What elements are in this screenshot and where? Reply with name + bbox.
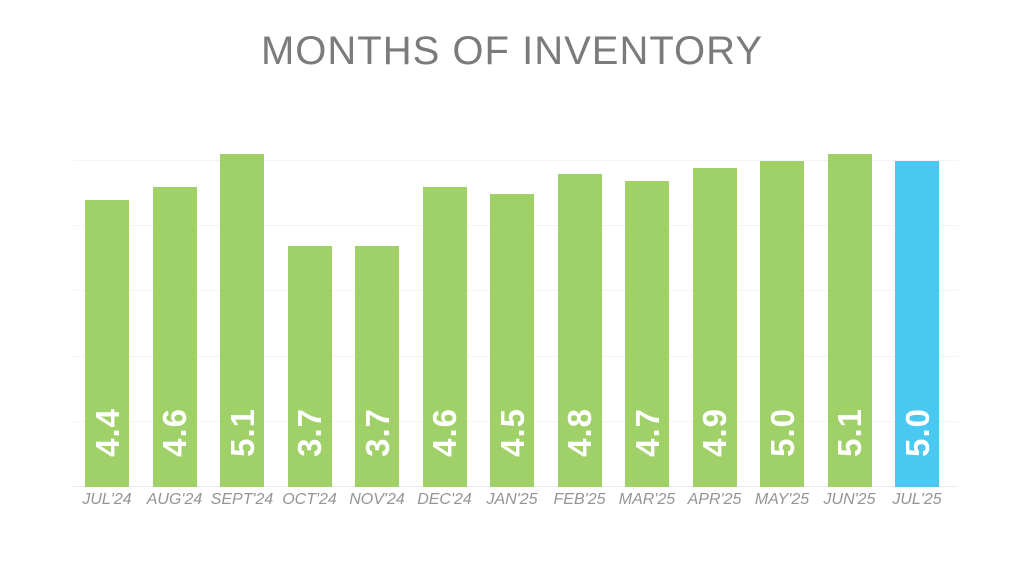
x-axis-label-slot: APR'25 — [688, 491, 742, 509]
bar: 5.1 — [220, 154, 264, 487]
x-axis-label-slot: OCT'24 — [282, 491, 337, 509]
x-axis-label: SEPT'24 — [210, 491, 274, 508]
x-axis-label: DEC'24 — [417, 491, 472, 508]
bar-value-label: 4.4 — [88, 408, 126, 457]
bar: 5.1 — [827, 154, 872, 487]
bar-value-label: 4.6 — [156, 408, 193, 457]
x-axis-label: OCT'24 — [282, 491, 337, 508]
x-axis-label: JUL'25 — [892, 491, 942, 508]
x-axis-label-slot: JAN'25 — [486, 491, 537, 509]
x-axis-label: FEB'25 — [553, 491, 606, 508]
bar: 4.7 — [625, 180, 669, 487]
x-axis-label-slot: FEB'25 — [554, 491, 606, 509]
x-axis-label: JUL'24 — [82, 491, 132, 508]
x-axis-labels: JUL'24 AUG'24 SEPT'24 OCT'24 NOV'24 DEC'24 JAN… — [82, 491, 942, 509]
x-axis-label: APR'25 — [687, 491, 742, 508]
x-axis-label: NOV'24 — [349, 491, 405, 508]
bar-value-label: 4.8 — [561, 408, 598, 457]
bars: 4.4 4.6 5.1 3.7 3.7 4.6 4.5 4.8 4.7 4.9 5.0 5.1 5.0 — [85, 154, 939, 487]
bar: 5.0 — [895, 161, 939, 487]
bar: 3.7 — [287, 245, 332, 487]
x-axis-label-slot: DEC'24 — [417, 491, 472, 509]
bar-value-label: 3.7 — [291, 408, 328, 457]
bar: 4.5 — [490, 193, 534, 487]
bar: 4.9 — [692, 167, 737, 487]
bar-value-label: 5.0 — [763, 408, 801, 457]
x-axis-label-slot: AUG'24 — [147, 491, 203, 509]
bar: 4.8 — [557, 174, 602, 487]
x-axis-label-slot: SEPT'24 — [211, 491, 274, 509]
x-axis-label: MAR'25 — [618, 491, 676, 508]
bar-value-label: 4.6 — [426, 408, 463, 457]
plot-area: 4.4 4.6 5.1 3.7 3.7 4.6 4.5 4.8 4.7 4.9 5.0 5.1 5.0 — [73, 140, 958, 487]
x-axis-label-slot: MAR'25 — [619, 491, 675, 509]
bar-value-label: 5.1 — [831, 408, 868, 457]
bar-value-label: 4.9 — [696, 408, 733, 457]
x-axis-label-slot: NOV'24 — [349, 491, 405, 509]
bar-value-label: 3.7 — [358, 408, 396, 457]
chart-title: MONTHS OF INVENTORY — [260, 29, 763, 73]
x-axis-label: JAN'25 — [486, 491, 538, 508]
bar-value-label: 4.5 — [493, 408, 531, 457]
x-axis-label-slot: JUL'25 — [892, 491, 942, 509]
bar-value-label: 4.7 — [628, 408, 666, 457]
bar: 4.6 — [422, 187, 467, 487]
bar: 4.4 — [85, 200, 129, 487]
bar-value-label: 5.1 — [223, 408, 261, 457]
x-axis-label-slot: JUL'24 — [82, 491, 132, 509]
x-axis-label-slot: MAY'25 — [755, 491, 809, 509]
x-axis-label-slot: JUN'25 — [824, 491, 876, 509]
bar: 5.0 — [760, 161, 804, 487]
x-axis-label: MAY'25 — [754, 491, 810, 508]
y-gridline — [73, 160, 958, 161]
x-axis-label: JUN'25 — [823, 491, 876, 508]
x-axis-label: AUG'24 — [146, 491, 203, 508]
bar-value-label: 5.0 — [898, 408, 936, 457]
bar: 3.7 — [355, 245, 399, 487]
bar: 4.6 — [152, 187, 197, 487]
